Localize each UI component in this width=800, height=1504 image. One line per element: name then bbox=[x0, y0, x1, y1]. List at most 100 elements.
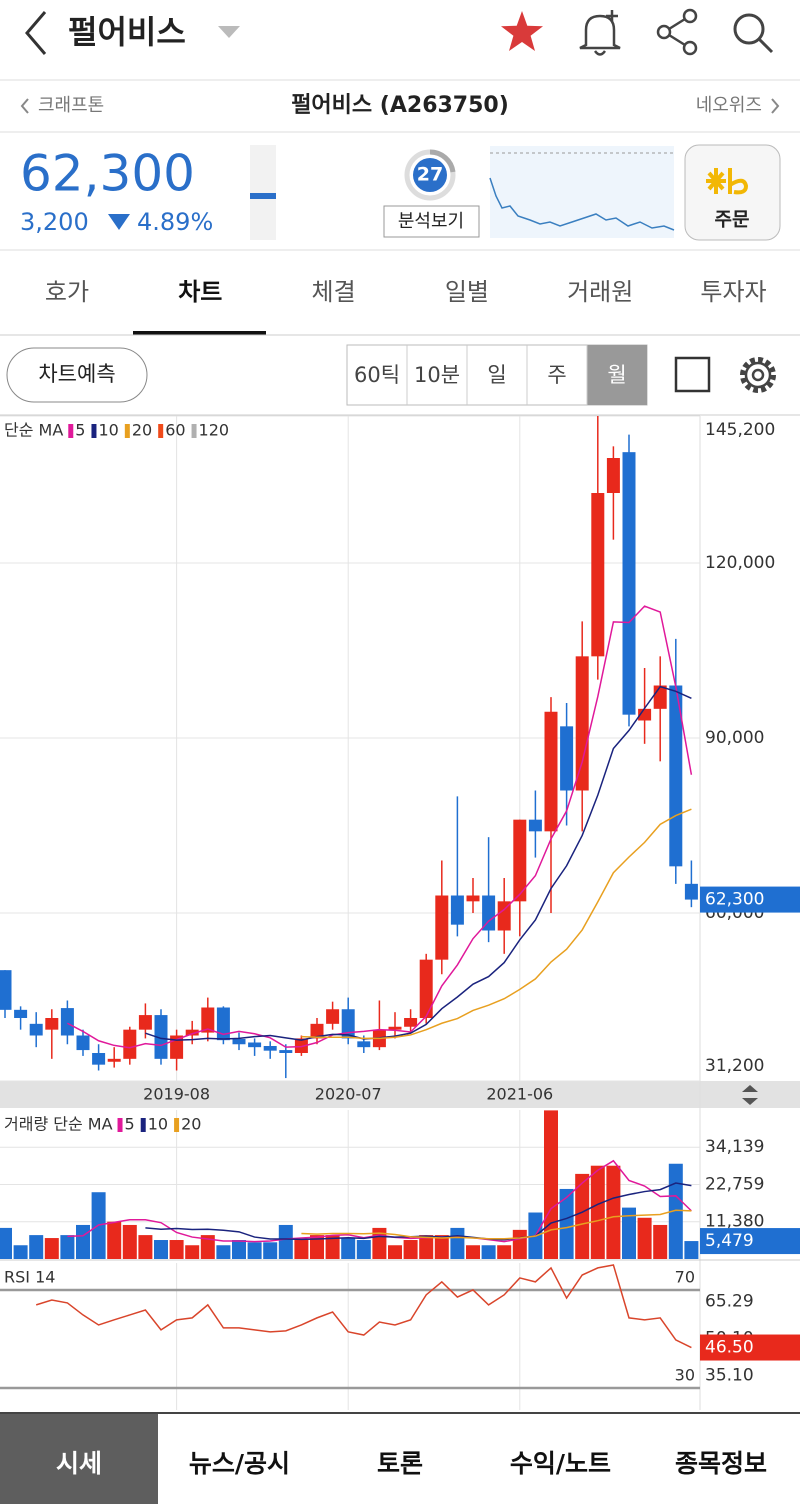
volume-bar bbox=[668, 1163, 683, 1259]
candle-body bbox=[638, 708, 652, 721]
volume-bar bbox=[0, 1227, 12, 1259]
bottom-tab[interactable]: 시세 bbox=[56, 1449, 102, 1478]
predict-button-label[interactable]: 차트예측 bbox=[38, 362, 115, 386]
volume-bar bbox=[450, 1227, 465, 1259]
tab[interactable]: 체결 bbox=[312, 278, 356, 306]
candle-body bbox=[622, 452, 636, 715]
volume-bar bbox=[278, 1224, 293, 1259]
sparkline-box bbox=[490, 146, 674, 238]
analysis-button-label[interactable]: 분석보기 bbox=[398, 211, 464, 232]
prev-stock[interactable]: 크래프톤 bbox=[38, 95, 104, 116]
legend-label: 10 bbox=[98, 421, 118, 440]
candle-body bbox=[435, 895, 449, 960]
candle-body bbox=[154, 1015, 168, 1059]
candle-body bbox=[216, 1007, 230, 1041]
order-button[interactable] bbox=[684, 144, 781, 241]
x-tick-label: 2019-08 bbox=[143, 1085, 210, 1104]
search-icon[interactable] bbox=[733, 13, 774, 54]
volume-bar bbox=[44, 1238, 59, 1259]
fullscreen-icon[interactable] bbox=[674, 356, 711, 393]
next-stock[interactable]: 네오위즈 bbox=[696, 95, 762, 116]
volume-bar bbox=[653, 1224, 668, 1259]
volume-bar bbox=[263, 1242, 278, 1259]
alarm-icon[interactable] bbox=[579, 10, 621, 56]
bottom-tab[interactable]: 토론 bbox=[377, 1449, 423, 1478]
legend-swatch bbox=[174, 1118, 180, 1132]
legend-title: 단순 MA bbox=[4, 421, 63, 440]
volume-bar bbox=[13, 1245, 28, 1259]
tab-bar: 호가 차트 체결 일별 거래원 투자자 bbox=[45, 278, 767, 306]
volume-bar bbox=[388, 1245, 402, 1259]
resize-handle[interactable] bbox=[742, 1085, 758, 1105]
next-icon[interactable] bbox=[771, 98, 780, 114]
dropdown-icon[interactable] bbox=[218, 26, 240, 38]
volume-bar bbox=[107, 1221, 122, 1259]
favorite-icon[interactable] bbox=[501, 11, 543, 51]
bottom-tab[interactable]: 종목정보 bbox=[675, 1449, 767, 1478]
current-value-label: 46.50 bbox=[705, 1338, 754, 1358]
candle-body bbox=[404, 1018, 418, 1027]
candle-body bbox=[450, 895, 464, 925]
volume-bar bbox=[232, 1240, 246, 1259]
candle-body bbox=[575, 656, 589, 791]
settings-icon[interactable] bbox=[740, 357, 776, 393]
legend-label: 5 bbox=[125, 1115, 135, 1134]
candle-body bbox=[497, 901, 511, 931]
back-button[interactable] bbox=[25, 11, 47, 55]
candle-body bbox=[248, 1042, 262, 1048]
candle-body bbox=[419, 959, 433, 1018]
bottom-tab[interactable]: 수익/노트 bbox=[510, 1449, 611, 1478]
bottom-tab[interactable]: 뉴스/공시 bbox=[189, 1449, 290, 1478]
candle-body bbox=[45, 1018, 59, 1030]
share-icon[interactable] bbox=[656, 8, 698, 56]
bottom-tabs: 시세 뉴스/공시 토론 수익/노트 종목정보 bbox=[56, 1449, 767, 1478]
current-value-label: 5,479 bbox=[705, 1231, 754, 1251]
volume-bar bbox=[434, 1235, 449, 1259]
period-selected bbox=[587, 345, 647, 405]
candle-body bbox=[310, 1023, 324, 1039]
candle-body bbox=[388, 1026, 402, 1030]
prev-icon[interactable] bbox=[20, 98, 29, 114]
candle-body bbox=[606, 458, 620, 493]
period-option[interactable]: 일 bbox=[487, 363, 506, 387]
price: 62,300 bbox=[20, 145, 195, 203]
candle-body bbox=[669, 685, 683, 867]
tab[interactable]: 차트 bbox=[178, 278, 222, 306]
tab[interactable]: 투자자 bbox=[700, 278, 766, 306]
period-option[interactable]: 월 bbox=[607, 363, 626, 387]
volume-bar bbox=[559, 1188, 574, 1259]
tab[interactable]: 호가 bbox=[45, 278, 89, 306]
current-value-box bbox=[700, 886, 800, 913]
y-tick-label: 145,200 bbox=[705, 420, 775, 440]
candle-body bbox=[528, 819, 542, 832]
volume-bar bbox=[310, 1235, 324, 1259]
tab[interactable]: 거래원 bbox=[567, 278, 633, 306]
volume-bar bbox=[590, 1165, 605, 1259]
predict-button[interactable] bbox=[6, 347, 148, 403]
reference-label: 70 bbox=[675, 1267, 695, 1286]
analysis-button[interactable] bbox=[383, 205, 480, 238]
rsi-line bbox=[35, 1264, 692, 1349]
order-button-label[interactable]: 주문 bbox=[715, 209, 750, 231]
volume-bar bbox=[29, 1235, 44, 1259]
stock-title[interactable]: 펄어비스 bbox=[68, 13, 186, 51]
candle-body bbox=[341, 1009, 355, 1039]
tab[interactable]: 일별 bbox=[445, 278, 489, 306]
candle-body bbox=[185, 1029, 199, 1036]
period-option[interactable]: 60틱 bbox=[354, 363, 400, 387]
legend-swatch bbox=[117, 1118, 123, 1132]
gauge-marker bbox=[250, 193, 276, 199]
period-option[interactable]: 주 bbox=[547, 363, 566, 387]
candle-body bbox=[14, 1009, 28, 1018]
score-arc bbox=[429, 149, 456, 173]
candle-body bbox=[357, 1041, 371, 1048]
legend-label: 20 bbox=[181, 1115, 201, 1134]
candle-body bbox=[107, 1058, 121, 1062]
period-option[interactable]: 10분 bbox=[414, 363, 460, 387]
volume-bar bbox=[606, 1165, 621, 1259]
legend-swatch bbox=[124, 424, 130, 438]
sparkline bbox=[489, 177, 675, 231]
candle-body bbox=[544, 711, 558, 832]
